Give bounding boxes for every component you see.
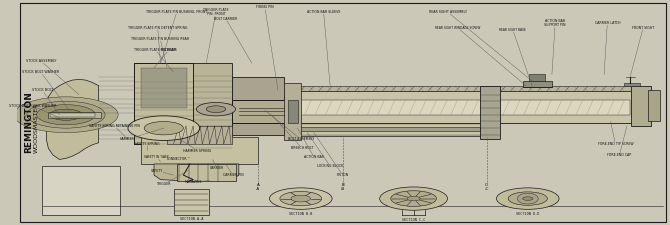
Text: SAFETY SPRING: SAFETY SPRING — [135, 142, 160, 151]
Circle shape — [206, 106, 226, 112]
FancyBboxPatch shape — [232, 100, 291, 123]
Text: C: C — [485, 183, 488, 187]
FancyBboxPatch shape — [287, 91, 647, 123]
FancyBboxPatch shape — [167, 126, 232, 144]
FancyBboxPatch shape — [193, 63, 232, 148]
FancyBboxPatch shape — [285, 83, 301, 140]
Circle shape — [291, 195, 311, 202]
Text: ACTION BAR
SUPPORT PIN: ACTION BAR SUPPORT PIN — [545, 19, 566, 74]
Text: FRONT SIGHT: FRONT SIGHT — [630, 25, 655, 77]
Text: ACTION BAR: ACTION BAR — [297, 128, 324, 159]
Circle shape — [496, 188, 559, 209]
FancyBboxPatch shape — [287, 127, 480, 131]
FancyBboxPatch shape — [523, 81, 552, 87]
Text: SECTION C-C: SECTION C-C — [402, 218, 425, 222]
FancyBboxPatch shape — [649, 90, 660, 122]
FancyBboxPatch shape — [287, 123, 486, 136]
FancyBboxPatch shape — [624, 83, 640, 86]
Circle shape — [50, 109, 82, 120]
FancyBboxPatch shape — [42, 166, 120, 215]
Text: -A: -A — [256, 187, 261, 191]
Text: STOCK BOLT: STOCK BOLT — [31, 88, 60, 115]
FancyBboxPatch shape — [174, 189, 210, 215]
FancyBboxPatch shape — [287, 100, 297, 123]
Text: MAGAZINE: MAGAZINE — [184, 180, 210, 184]
Polygon shape — [141, 68, 187, 108]
FancyBboxPatch shape — [287, 86, 633, 91]
Text: TRIGGER PLATE PIN REAR: TRIGGER PLATE PIN REAR — [135, 48, 176, 72]
Text: REAR SIGHT WINDAGE SCREW: REAR SIGHT WINDAGE SCREW — [435, 25, 526, 86]
Text: TRIGGER PLATE
PIN, FRONT: TRIGGER PLATE PIN, FRONT — [203, 8, 228, 63]
Text: BOLT ASSEMBLY: BOLT ASSEMBLY — [265, 110, 314, 141]
Polygon shape — [154, 164, 239, 181]
Text: TRIGGER PLATE PIN DETENT SPRING: TRIGGER PLATE PIN DETENT SPRING — [128, 25, 188, 63]
FancyBboxPatch shape — [480, 86, 500, 139]
Text: SECTION B-B: SECTION B-B — [289, 212, 312, 216]
FancyBboxPatch shape — [177, 164, 236, 181]
Text: TRIGGER PLATE PIN BUSHING, FRONT: TRIGGER PLATE PIN BUSHING, FRONT — [146, 10, 208, 63]
Text: BOLT CARRIER: BOLT CARRIER — [214, 17, 252, 63]
Text: HAMMER: HAMMER — [120, 128, 163, 141]
FancyBboxPatch shape — [141, 137, 259, 164]
FancyBboxPatch shape — [48, 112, 100, 118]
Text: REAR SIGHT ASSEMBLY: REAR SIGHT ASSEMBLY — [429, 10, 533, 81]
FancyBboxPatch shape — [135, 63, 193, 144]
Circle shape — [407, 196, 420, 201]
Text: FORE-END TIP SCREW: FORE-END TIP SCREW — [598, 122, 633, 146]
Circle shape — [14, 97, 118, 133]
Text: SAFETY IN 'SAFE': SAFETY IN 'SAFE' — [144, 155, 170, 162]
Ellipse shape — [517, 193, 538, 204]
Text: WOODSMASTER: WOODSMASTER — [34, 102, 39, 153]
Text: B: B — [342, 183, 344, 187]
Text: FIRING PIN: FIRING PIN — [256, 5, 278, 90]
Text: RECEIVER: RECEIVER — [154, 48, 178, 68]
Polygon shape — [46, 79, 98, 160]
FancyBboxPatch shape — [50, 112, 95, 117]
Text: LOCKING BLOCK: LOCKING BLOCK — [308, 133, 343, 168]
Text: STOCK BOLT LOCK WASHER: STOCK BOLT LOCK WASHER — [9, 104, 63, 119]
Circle shape — [391, 191, 436, 206]
Text: CARRIER: CARRIER — [210, 160, 224, 170]
FancyBboxPatch shape — [529, 74, 545, 81]
Text: SECTION A-A: SECTION A-A — [180, 217, 204, 221]
Text: SAFETY: SAFETY — [151, 169, 174, 175]
Text: -C: -C — [484, 187, 489, 191]
FancyBboxPatch shape — [291, 100, 630, 115]
Text: PISTON: PISTON — [314, 133, 349, 177]
Text: -B: -B — [341, 187, 345, 191]
Circle shape — [269, 188, 332, 209]
Text: FORE-END CAP: FORE-END CAP — [607, 126, 632, 157]
Text: CARRIER PIN: CARRIER PIN — [222, 164, 243, 177]
Circle shape — [37, 105, 95, 125]
FancyBboxPatch shape — [232, 77, 285, 135]
Text: STOCK ASSEMBLY: STOCK ASSEMBLY — [26, 59, 79, 94]
Text: TRIGGER PLATE PIN BUSHING REAR: TRIGGER PLATE PIN BUSHING REAR — [131, 37, 189, 68]
Circle shape — [523, 197, 533, 200]
Text: REMINGTON: REMINGTON — [24, 91, 34, 153]
Circle shape — [144, 122, 184, 135]
Text: STOCK BOLT WASHER: STOCK BOLT WASHER — [22, 70, 69, 110]
Text: SECTION D-D: SECTION D-D — [516, 212, 539, 216]
Text: CARRIER LATCH: CARRIER LATCH — [594, 21, 620, 74]
Circle shape — [196, 102, 236, 116]
Circle shape — [128, 116, 200, 140]
FancyBboxPatch shape — [291, 124, 484, 135]
Circle shape — [509, 192, 547, 205]
Text: A: A — [257, 183, 260, 187]
Text: REAR SIGHT BASE: REAR SIGHT BASE — [499, 28, 533, 87]
FancyBboxPatch shape — [631, 86, 651, 126]
Text: SAFETY SPRING RETAINING PIN: SAFETY SPRING RETAINING PIN — [89, 124, 139, 139]
Circle shape — [380, 187, 448, 210]
Text: ACTION BAR SLEEVE: ACTION BAR SLEEVE — [307, 10, 340, 86]
Text: HAMMER SPRING: HAMMER SPRING — [180, 139, 212, 153]
Text: TRIGGER: TRIGGER — [157, 171, 188, 186]
Text: BREECH BOLT: BREECH BOLT — [271, 115, 314, 150]
Circle shape — [27, 101, 105, 128]
Circle shape — [280, 191, 322, 206]
Text: CONNECTOR: CONNECTOR — [167, 157, 190, 162]
